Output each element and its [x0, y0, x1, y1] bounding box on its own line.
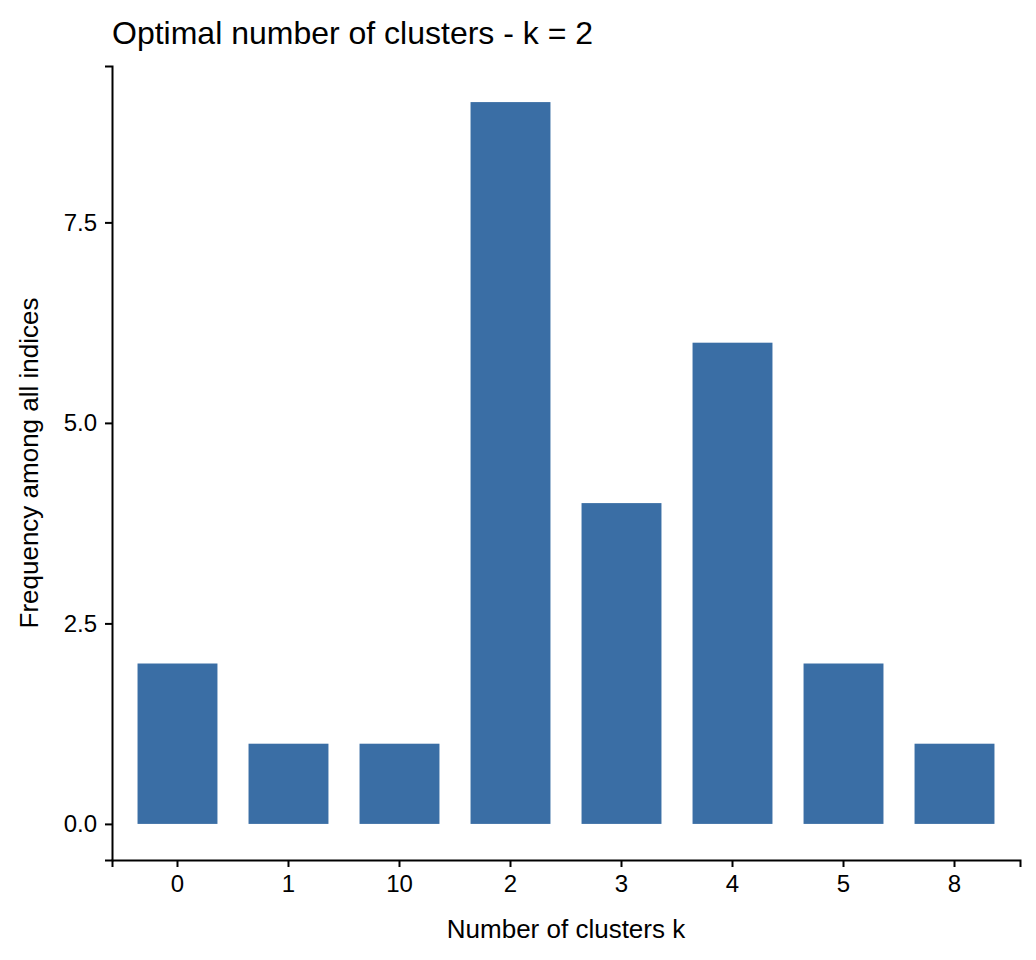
bar: [138, 664, 218, 824]
x-axis: 0 1 10 2 3 4 5 8: [113, 860, 1021, 897]
x-tick-label: 8: [948, 870, 961, 897]
x-tick: 2: [504, 860, 517, 897]
title: Optimal number of clusters - k = 2: [112, 15, 593, 51]
y-tick-label: 0.0: [64, 810, 97, 837]
x-tick-mark: [954, 860, 956, 867]
x-tick-label: 10: [386, 870, 413, 897]
y-axis: 0.0 2.5 5.0 7.5: [64, 67, 113, 861]
bar: [360, 744, 440, 824]
bar: [804, 664, 884, 824]
chart: 0.0 2.5 5.0 7.5 0 1 10 2 3 4 5 8 Optimal number of c…: [0, 0, 1036, 960]
bars: [138, 102, 995, 824]
x-tick-mark: [176, 860, 178, 867]
y-axis-title: Frequency among all indices: [14, 298, 44, 629]
bar: [693, 343, 773, 824]
x-tick: 3: [615, 860, 628, 897]
x-tick: 1: [282, 860, 295, 897]
y-tick: 2.5: [64, 610, 112, 637]
y-tick-label: 7.5: [64, 209, 97, 236]
y-tick-mark: [105, 222, 112, 224]
x-axis-line: [113, 861, 1021, 868]
x-tick-mark: [398, 860, 400, 867]
x-tick-label: 1: [282, 870, 295, 897]
y-tick-mark: [105, 623, 112, 625]
x-tick-label: 3: [615, 870, 628, 897]
y-tick-mark: [105, 422, 112, 424]
y-tick: 7.5: [64, 209, 112, 236]
bar: [582, 503, 662, 824]
x-tick-mark: [509, 860, 511, 867]
bar: [249, 744, 329, 824]
x-tick: 5: [837, 860, 850, 897]
x-tick-label: 5: [837, 870, 850, 897]
x-tick: 8: [948, 860, 961, 897]
y-tick: 5.0: [64, 409, 112, 436]
x-tick: 0: [171, 860, 184, 897]
x-tick-mark: [732, 860, 734, 867]
x-tick-label: 0: [171, 870, 184, 897]
x-tick-label: 2: [504, 870, 517, 897]
x-tick-mark: [843, 860, 845, 867]
y-tick-label: 2.5: [64, 610, 97, 637]
bar: [471, 102, 551, 824]
x-axis-title: Number of clusters k: [447, 914, 686, 944]
x-tick: 4: [726, 860, 739, 897]
x-tick-mark: [287, 860, 289, 867]
y-axis-line: [105, 67, 113, 861]
x-tick-mark: [621, 860, 623, 867]
x-tick: 10: [386, 860, 413, 897]
bar: [915, 744, 995, 824]
y-tick-mark: [105, 823, 112, 825]
y-tick: 0.0: [64, 810, 112, 837]
y-tick-label: 5.0: [64, 409, 97, 436]
x-tick-label: 4: [726, 870, 739, 897]
